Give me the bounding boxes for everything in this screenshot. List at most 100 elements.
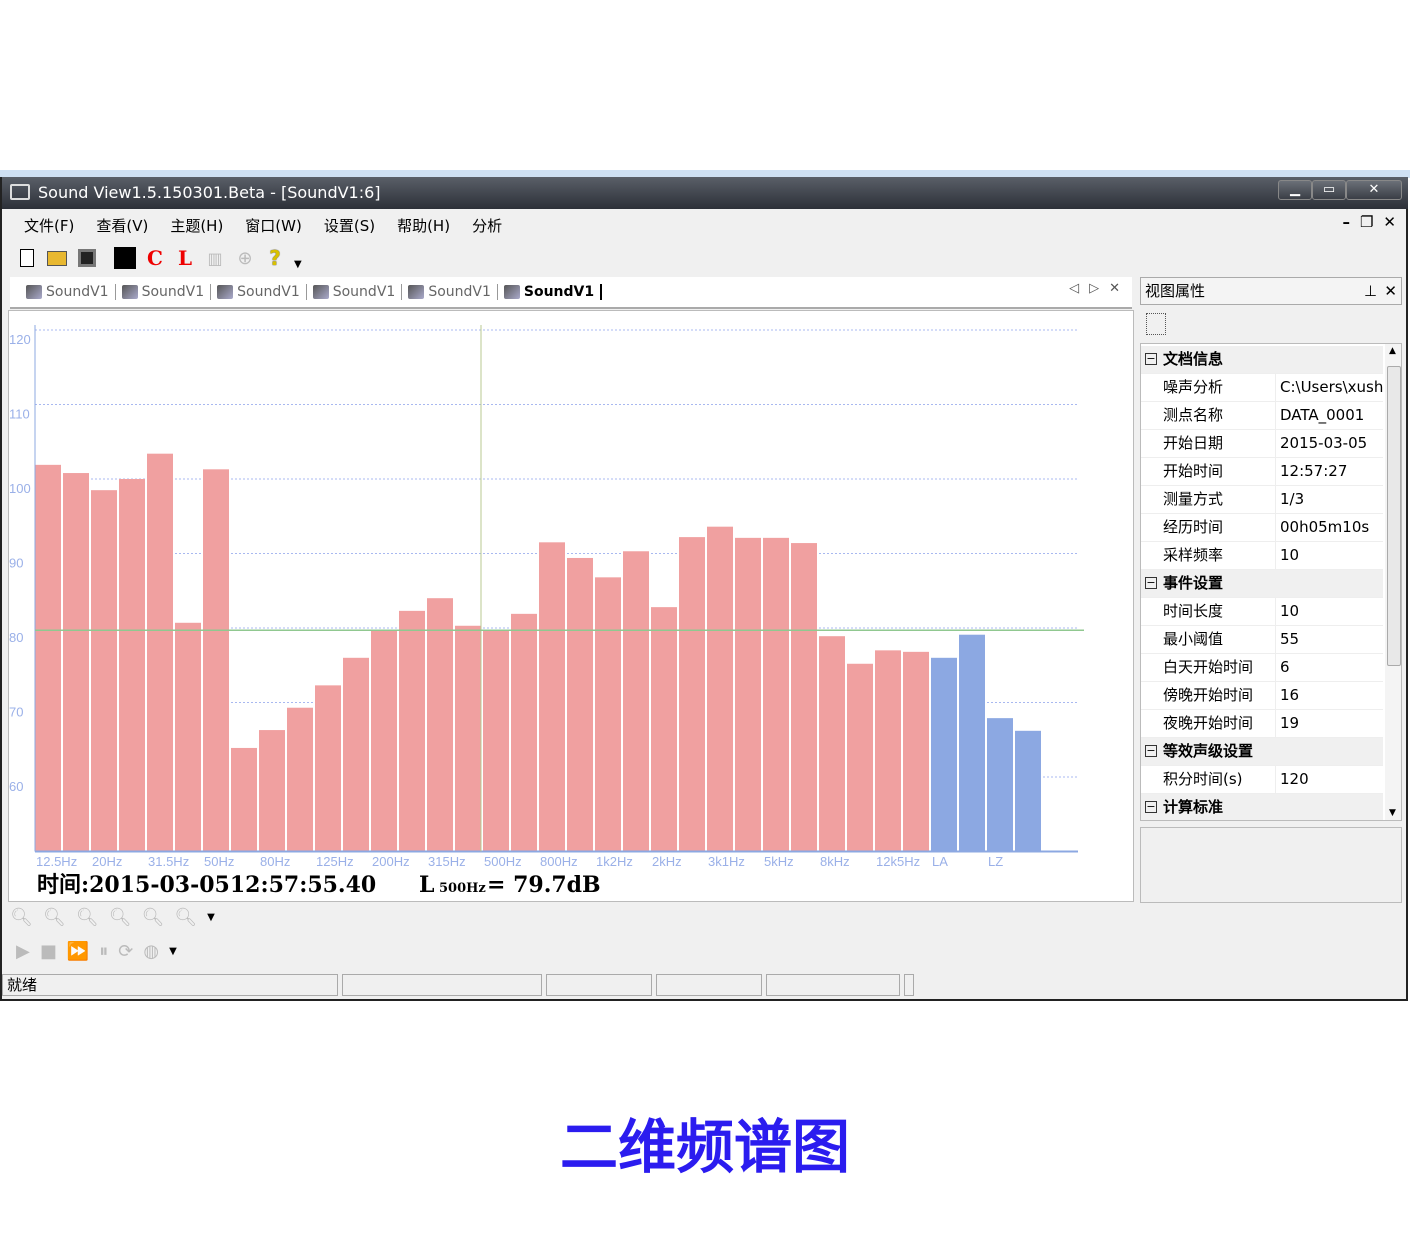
tab-close-icon[interactable]: ✕ bbox=[1109, 281, 1120, 296]
y-tick-label: 120 bbox=[9, 332, 31, 347]
property-section[interactable]: − 事件设置 bbox=[1141, 570, 1383, 598]
l-weighting-icon[interactable]: L bbox=[177, 246, 193, 270]
categorized-view-icon[interactable] bbox=[1146, 313, 1166, 335]
mdi-close-button[interactable]: ✕ bbox=[1383, 213, 1396, 231]
color-black-icon[interactable] bbox=[114, 247, 136, 269]
record-icon[interactable]: ◍ bbox=[143, 941, 160, 962]
bar-100Hz bbox=[287, 707, 313, 852]
menu-item[interactable]: 分析 bbox=[472, 217, 503, 235]
new-file-icon[interactable] bbox=[16, 247, 38, 269]
zoom-rect-icon[interactable]: 🔍︎ bbox=[75, 907, 99, 928]
menu-item[interactable]: 主题(H) bbox=[170, 217, 224, 235]
property-value[interactable]: 1/3 bbox=[1275, 486, 1383, 513]
bar-160Hz bbox=[343, 657, 369, 852]
property-row[interactable]: 开始日期 2015-03-05 bbox=[1141, 430, 1383, 458]
property-row[interactable]: 测量方式 1/3 bbox=[1141, 486, 1383, 514]
tab-soundv1[interactable]: SoundV1 bbox=[307, 284, 403, 300]
property-row[interactable]: 噪声分析 C:\Users\xush bbox=[1141, 374, 1383, 402]
property-grid: − 计算标准 积分时间(s) 120− 等效声级设置 夜晚开始时间 19 傍晚开始时间 16 白天… bbox=[1140, 343, 1402, 821]
property-row[interactable]: 夜晚开始时间 19 bbox=[1141, 710, 1383, 738]
collapse-icon[interactable]: − bbox=[1145, 576, 1157, 589]
chart-icon[interactable]: ▥ bbox=[207, 248, 223, 268]
property-row[interactable]: 最小阈值 55 bbox=[1141, 626, 1383, 654]
property-row[interactable]: 时间长度 10 bbox=[1141, 598, 1383, 626]
property-value[interactable]: 6 bbox=[1275, 654, 1383, 681]
mdi-restore-button[interactable]: ❐ bbox=[1359, 213, 1374, 231]
tab-soundv1[interactable]: SoundV1 bbox=[498, 284, 603, 300]
playback-toolbar-overflow-icon[interactable]: ▼ bbox=[169, 946, 177, 957]
property-value[interactable]: 16 bbox=[1275, 682, 1383, 709]
property-value[interactable]: 2015-03-05 bbox=[1275, 430, 1383, 457]
scroll-thumb[interactable] bbox=[1387, 366, 1401, 666]
fast-forward-icon[interactable]: ⏩ bbox=[66, 941, 90, 962]
property-value[interactable]: 12:57:27 bbox=[1275, 458, 1383, 485]
zoom-out-icon[interactable]: 🔍︎ bbox=[42, 907, 66, 928]
property-row[interactable]: 白天开始时间 6 bbox=[1141, 654, 1383, 682]
bar-31.5Hz bbox=[147, 453, 173, 852]
collapse-icon[interactable]: − bbox=[1145, 352, 1157, 365]
property-value[interactable]: C:\Users\xush bbox=[1275, 374, 1383, 401]
tab-prev-icon[interactable]: ◁ bbox=[1069, 281, 1080, 296]
property-section[interactable]: − 计算标准 bbox=[1141, 794, 1383, 820]
mdi-minimize-button[interactable]: – bbox=[1342, 213, 1350, 231]
scroll-down-icon[interactable]: ▼ bbox=[1389, 808, 1396, 818]
x-tick-label: 200Hz bbox=[372, 854, 410, 869]
menu-item[interactable]: 帮助(H) bbox=[397, 217, 451, 235]
c-weighting-icon[interactable]: C bbox=[147, 246, 163, 270]
tab-soundv1[interactable]: SoundV1 bbox=[402, 284, 498, 300]
menu-item[interactable]: 设置(S) bbox=[323, 217, 376, 235]
property-value[interactable]: 00h05m10s bbox=[1275, 514, 1383, 541]
x-tick-label: LZ bbox=[988, 854, 1003, 869]
property-value[interactable]: 10 bbox=[1275, 598, 1383, 625]
close-icon[interactable]: ✕ bbox=[1384, 282, 1397, 300]
property-scrollbar[interactable]: ▲ ▼ bbox=[1385, 344, 1401, 820]
collapse-icon[interactable]: − bbox=[1145, 744, 1157, 757]
maximize-button[interactable]: ▭ bbox=[1312, 180, 1346, 200]
pause-icon[interactable]: ⏸ bbox=[99, 941, 109, 962]
property-row[interactable]: 开始时间 12:57:27 bbox=[1141, 458, 1383, 486]
menu-item[interactable]: 窗口(W) bbox=[245, 217, 302, 235]
property-value[interactable]: DATA_0001 bbox=[1275, 402, 1383, 429]
scroll-up-icon[interactable]: ▲ bbox=[1389, 346, 1396, 356]
property-row[interactable]: 采样频率 10 bbox=[1141, 542, 1383, 570]
menu-item[interactable]: 文件(F) bbox=[24, 217, 75, 235]
property-row[interactable]: 积分时间(s) 120 bbox=[1141, 766, 1383, 794]
zoom-reset-icon[interactable]: 🔍︎ bbox=[108, 907, 132, 928]
x-tick-label: 5kHz bbox=[764, 854, 794, 869]
toolbar-overflow-icon[interactable]: ▼ bbox=[294, 258, 302, 270]
open-folder-icon[interactable] bbox=[46, 247, 68, 269]
property-row[interactable]: 经历时间 00h05m10s bbox=[1141, 514, 1383, 542]
bar-6k3Hz bbox=[791, 543, 817, 852]
bar-315Hz bbox=[427, 598, 453, 852]
save-icon[interactable] bbox=[76, 247, 98, 269]
zoom-y-in-icon[interactable]: 🔍︎ bbox=[174, 907, 198, 928]
tab-soundv1[interactable]: SoundV1 bbox=[116, 284, 212, 300]
property-value[interactable]: 120 bbox=[1275, 766, 1383, 793]
property-value[interactable]: 10 bbox=[1275, 542, 1383, 569]
tab-soundv1[interactable]: SoundV1 bbox=[211, 284, 307, 300]
menu-item[interactable]: 查看(V) bbox=[96, 217, 149, 235]
play-icon[interactable]: ▶ bbox=[16, 941, 30, 962]
zoom-toolbar-overflow-icon[interactable]: ▼ bbox=[207, 912, 215, 923]
help-icon[interactable]: ? bbox=[269, 246, 281, 270]
bar-8kHz bbox=[819, 636, 845, 852]
property-value[interactable]: 55 bbox=[1275, 626, 1383, 653]
add-circle-icon[interactable]: ⊕ bbox=[237, 247, 253, 269]
y-tick-label: 110 bbox=[9, 407, 30, 422]
stop-icon[interactable]: ■ bbox=[39, 941, 57, 962]
tab-next-icon[interactable]: ▷ bbox=[1089, 281, 1100, 296]
zoom-in-icon[interactable]: 🔍︎ bbox=[10, 907, 33, 928]
property-section[interactable]: − 文档信息 bbox=[1141, 346, 1383, 374]
refresh-icon[interactable]: ⟳ bbox=[118, 941, 134, 962]
collapse-icon[interactable]: − bbox=[1145, 800, 1157, 813]
property-row[interactable]: 测点名称 DATA_0001 bbox=[1141, 402, 1383, 430]
pin-icon[interactable]: ⊥ bbox=[1363, 282, 1377, 300]
property-row[interactable]: 傍晚开始时间 16 bbox=[1141, 682, 1383, 710]
property-section[interactable]: − 等效声级设置 bbox=[1141, 738, 1383, 766]
minimize-button[interactable]: ▁ bbox=[1278, 180, 1312, 200]
close-button[interactable]: ✕ bbox=[1346, 180, 1402, 200]
zoom-y-out-icon[interactable]: 🔍︎ bbox=[141, 907, 165, 928]
bar-250Hz bbox=[399, 610, 425, 852]
tab-soundv1[interactable]: SoundV1 bbox=[20, 284, 116, 300]
property-value[interactable]: 19 bbox=[1275, 710, 1383, 737]
